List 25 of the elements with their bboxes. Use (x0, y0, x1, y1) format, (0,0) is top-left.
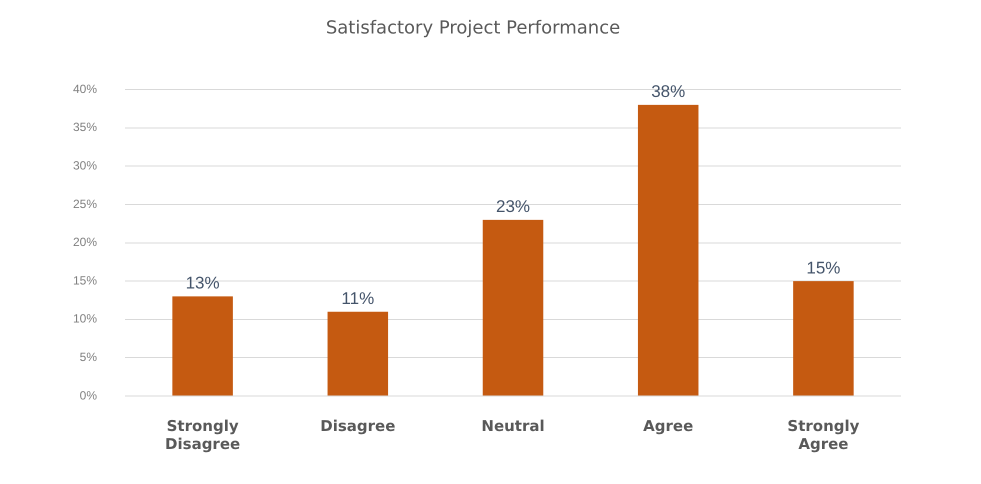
bar (482, 220, 544, 396)
y-tick-label: 0% (80, 388, 98, 402)
y-tick-label: 35% (72, 120, 98, 134)
y-tick-label: 15% (72, 273, 98, 288)
data-label: 15% (806, 258, 840, 278)
chart-title: Satisfactory Project Performance (326, 17, 620, 38)
bar (172, 296, 233, 396)
y-tick-label: 30% (72, 158, 98, 173)
y-tick-label: 40% (72, 82, 98, 96)
x-tick-label: Disagree (320, 416, 396, 435)
y-tick-label: 25% (72, 196, 98, 211)
data-label: 13% (186, 274, 220, 293)
y-tick-label: 10% (72, 312, 98, 326)
x-tick-label: Agree (643, 416, 694, 435)
x-tick-label: Strongly Disagree (165, 416, 240, 453)
data-label: 11% (341, 288, 374, 308)
y-tick-label: 20% (72, 235, 98, 250)
bar (328, 312, 388, 396)
bar (638, 104, 698, 396)
data-label: 38% (651, 82, 686, 102)
x-tick-label: Neutral (481, 416, 545, 435)
x-tick-label: Strongly Agree (787, 416, 860, 453)
y-tick-label: 5% (80, 350, 98, 364)
bar (793, 281, 854, 396)
data-label: 23% (496, 197, 530, 216)
